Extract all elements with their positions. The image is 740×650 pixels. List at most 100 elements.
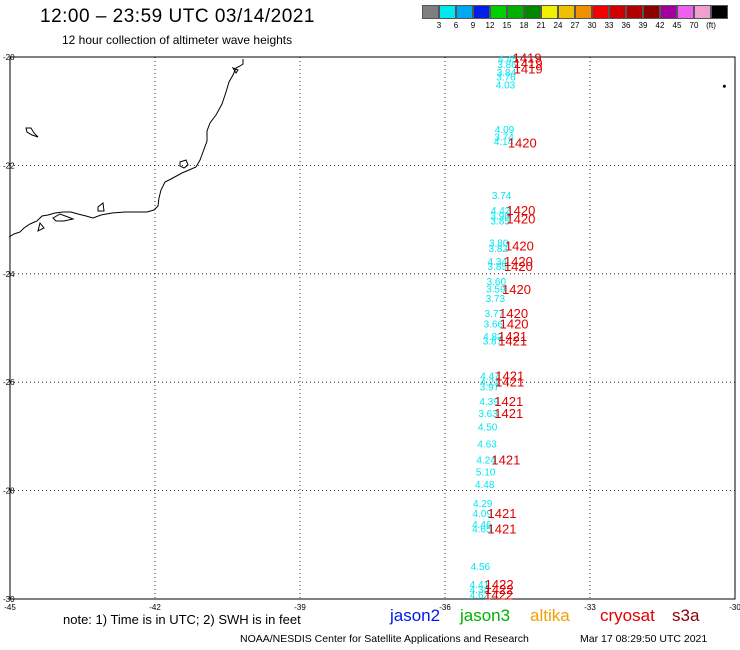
- legend-entry-cryosat: cryosat: [600, 606, 655, 625]
- pass-time-labels: 1419141914191420142014201420142014201420…: [484, 51, 542, 603]
- swh-value-label: 3.85: [490, 217, 510, 228]
- swh-value-label: 4.50: [478, 423, 498, 434]
- swh-value-label: 4.48: [475, 480, 495, 491]
- swh-value-label: 3.87: [483, 336, 503, 347]
- map-title: 12:00 – 23:59 UTC 03/14/2021: [40, 6, 315, 27]
- colorbar-label: 42: [655, 21, 665, 30]
- pass-time-label: 1420: [499, 306, 528, 321]
- colorbar-swatch: [626, 5, 643, 19]
- swh-value-label: 3.77: [485, 309, 505, 320]
- colorbar-swatch: [677, 5, 694, 19]
- pass-time-label: 1420: [508, 136, 537, 151]
- colorbar-swatch: [711, 5, 728, 19]
- swh-value-label: 4.39: [479, 397, 499, 408]
- swh-value-label: 3.80: [489, 238, 509, 249]
- pass-time-label: 1422: [484, 588, 513, 603]
- pass-time-label: 1422: [485, 582, 514, 597]
- swh-value-label: 4.24: [476, 456, 496, 467]
- colorbar-label: 18: [519, 21, 529, 30]
- swh-value-label: 4.65: [472, 525, 492, 536]
- longitude-tick-label: -42: [149, 603, 161, 612]
- pass-time-label: 1421: [495, 375, 524, 390]
- pass-time-label: 1420: [504, 254, 533, 269]
- latitude-tick-label: -26: [3, 378, 15, 387]
- pass-time-label: 1420: [506, 212, 535, 227]
- colorbar-label: 30: [587, 21, 597, 30]
- colorbar-label: 9: [470, 21, 476, 30]
- swh-value-label: 3.85: [488, 262, 508, 273]
- legend-entry-jason2: jason2: [390, 606, 441, 625]
- colorbar-swatch: [456, 5, 473, 19]
- swh-value-label: 4.42: [491, 206, 511, 217]
- swh-value-label: 4.63: [477, 439, 497, 450]
- colorbar-label: 27: [570, 21, 580, 30]
- swh-value-label: 3.66: [484, 320, 504, 331]
- credit-line: NOAA/NESDIS Center for Satellite Applica…: [240, 633, 529, 645]
- swh-value-label: 4.29: [473, 499, 493, 510]
- colorbar-label: 36: [621, 21, 631, 30]
- colorbar-swatch: [694, 5, 711, 19]
- swh-value-label: 3.97: [480, 383, 500, 394]
- pass-time-label: 1420: [500, 317, 529, 332]
- colorbar-label: 39: [638, 21, 648, 30]
- colorbar-label: 70: [689, 21, 699, 30]
- swh-value-label: 3.60: [487, 277, 507, 288]
- coastline: [8, 59, 244, 238]
- pass-time-label: 1421: [498, 329, 527, 344]
- swh-value-label: 5.10: [476, 468, 496, 479]
- swh-value-label: 3.96: [490, 211, 510, 222]
- swh-value-label: 3.84: [497, 68, 517, 79]
- pass-time-label: 1421: [494, 406, 523, 421]
- longitude-tick-label: -39: [294, 603, 306, 612]
- footnote: note: 1) Time is in UTC; 2) SWH is in fe…: [63, 612, 301, 627]
- colorbar-swatch: [592, 5, 609, 19]
- colorbar-swatch: [660, 5, 677, 19]
- swh-value-label: 3.74: [492, 191, 512, 202]
- swh-value-label: 3.73: [486, 294, 506, 305]
- swh-value-label: 3.76: [496, 73, 516, 84]
- swh-value-label: 3.74: [494, 133, 514, 144]
- swh-value-label: 4.47: [480, 372, 500, 383]
- legend-entry-altika: altika: [530, 606, 570, 625]
- pass-time-label: 1420: [505, 239, 534, 254]
- colorbar-swatch: [524, 5, 541, 19]
- colorbar-label: 21: [536, 21, 546, 30]
- colorbar-swatch: [643, 5, 660, 19]
- longitude-tick-label: -33: [584, 603, 596, 612]
- legend-entry-jason3: jason3: [460, 606, 511, 625]
- pass-time-label: 1421: [494, 394, 523, 409]
- swh-value-label: 4.14: [494, 137, 514, 148]
- swh-value-label: 3.82: [489, 244, 509, 255]
- map-subtitle: 12 hour collection of altimeter wave hei…: [62, 33, 293, 47]
- longitude-tick-label: -30: [729, 603, 740, 612]
- wave-height-observations: 4.453.863.843.764.034.093.744.143.744.42…: [470, 55, 518, 602]
- swh-value-label: 4.09: [495, 125, 515, 136]
- swh-value-label: 3.86: [497, 60, 517, 71]
- pass-time-label: 1421: [495, 369, 524, 384]
- swh-value-label: 3.59: [486, 284, 506, 295]
- swh-value-label: 4.34: [470, 585, 490, 596]
- colorbar-label: 33: [604, 21, 614, 30]
- legend-entry-s3a: s3a: [672, 606, 700, 625]
- pass-time-label: 1420: [506, 203, 535, 218]
- swh-value-label: 4.82: [483, 332, 503, 343]
- latitude-tick-label: -20: [3, 53, 15, 62]
- graticule: [10, 57, 735, 599]
- colorbar-label: (ft): [706, 21, 716, 30]
- colorbar-label: 12: [485, 21, 495, 30]
- swh-colorbar: [422, 5, 728, 19]
- pass-time-label: 1419: [514, 61, 543, 76]
- coastline-island: [25, 66, 239, 232]
- longitude-tick-label: -36: [439, 603, 451, 612]
- swh-value-label: 4.45: [498, 55, 518, 66]
- swh-value-label: 4.62: [470, 591, 490, 602]
- pass-time-label: 1421: [488, 522, 517, 537]
- colorbar-swatch: [507, 5, 524, 19]
- swh-value-label: 4.03: [496, 81, 516, 92]
- latitude-tick-label: -22: [3, 161, 15, 170]
- colorbar-swatch: [541, 5, 558, 19]
- longitude-tick-label: -45: [4, 603, 16, 612]
- colorbar-label: 15: [502, 21, 512, 30]
- pass-time-label: 1420: [502, 282, 531, 297]
- swh-value-label: 4.56: [471, 562, 491, 573]
